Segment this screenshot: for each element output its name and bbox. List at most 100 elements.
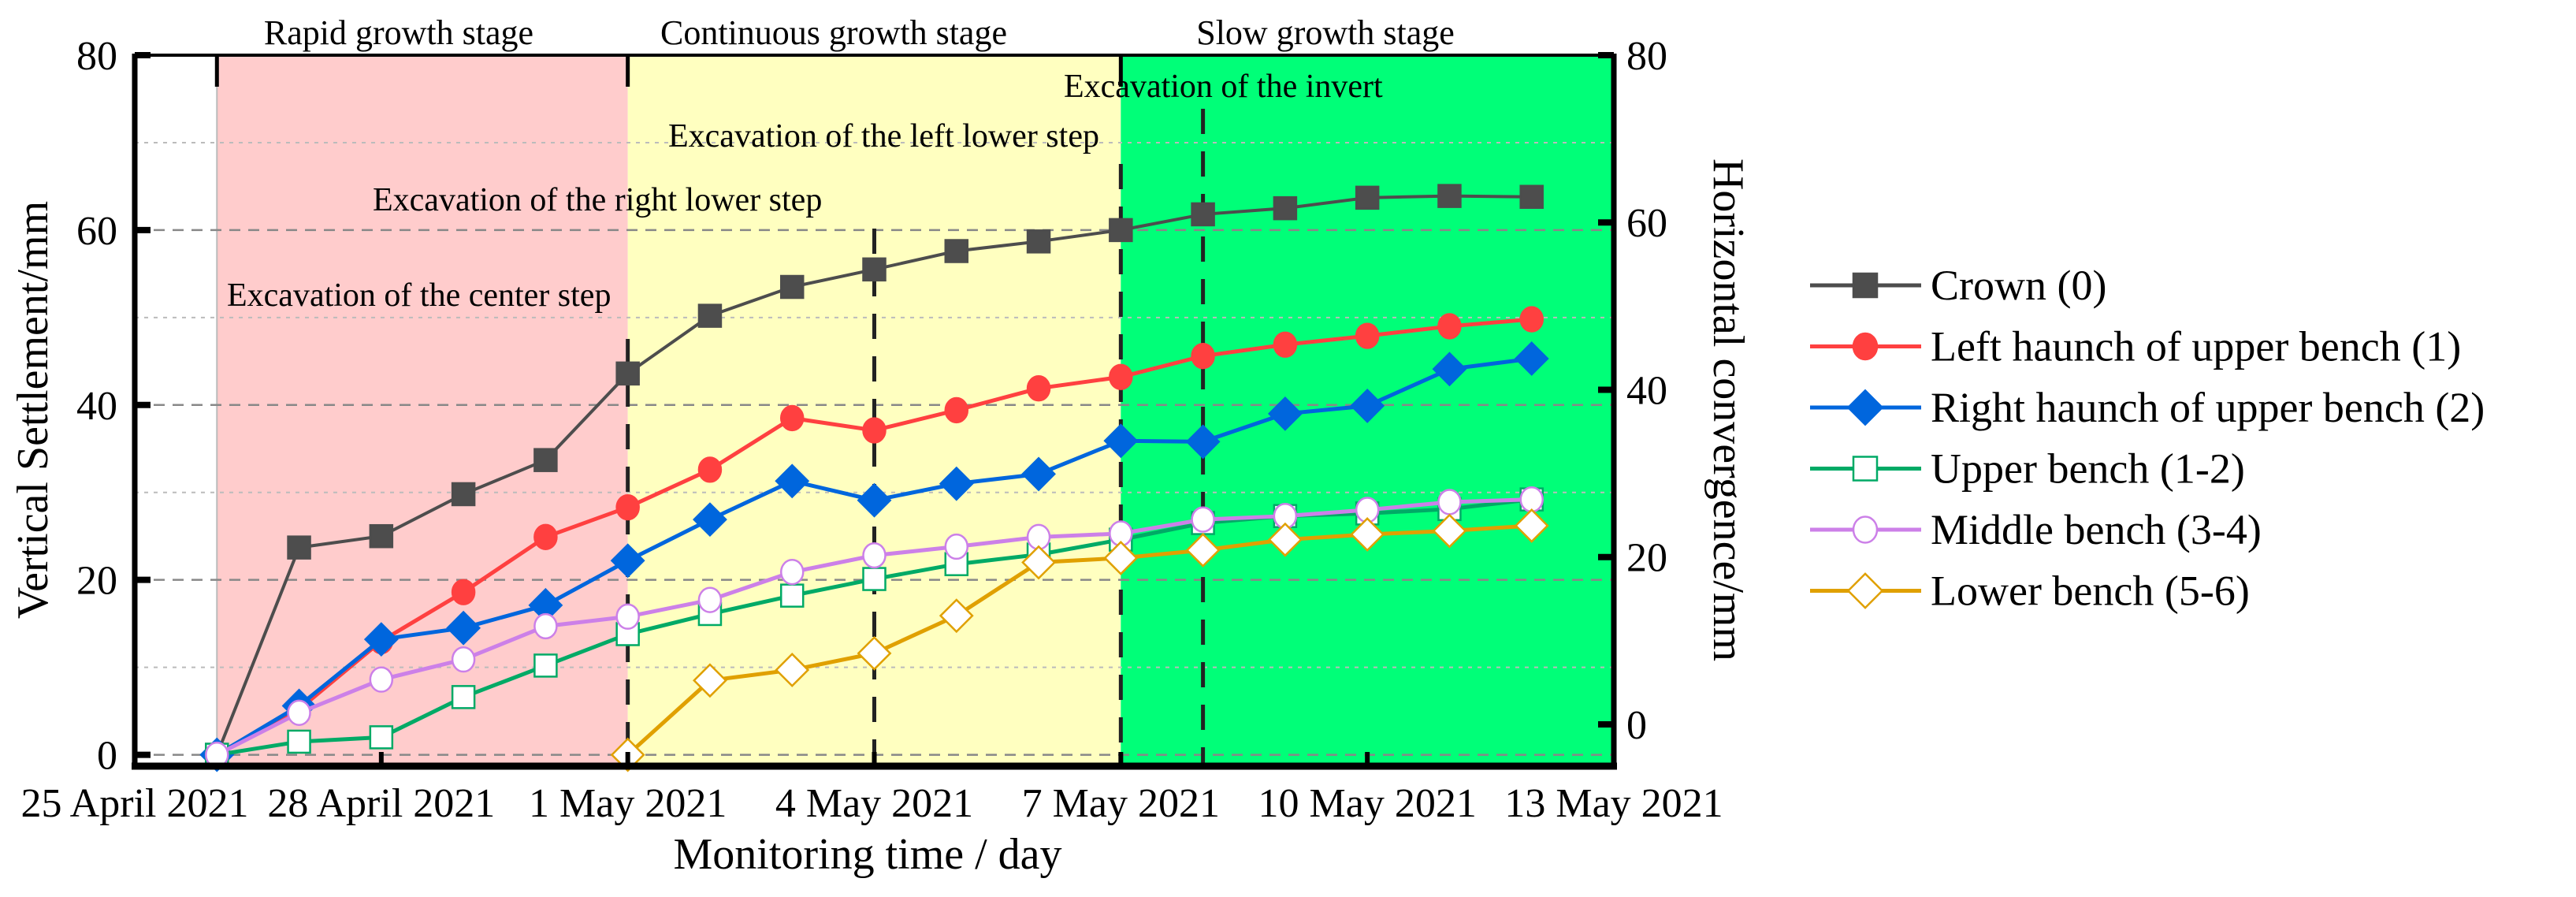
marker-diamond [1267,396,1303,431]
series-layer [199,184,1549,772]
marker-diamond [610,543,645,579]
series-0 [205,184,1544,767]
marker-diamond [775,463,810,499]
legend-label: Lower bench (5-6) [1931,568,2250,615]
marker-square [1355,185,1380,210]
marker-square [533,653,558,678]
marker-circle [615,603,640,630]
legend-item-2: Right haunch of upper bench (2) [1810,384,2485,431]
x-tick-label: 25 April 2021 [21,781,249,826]
y-tick-label: 40 [76,384,117,429]
x-tick-label: 4 May 2021 [775,781,973,826]
x-tick-label: 28 April 2021 [267,781,495,826]
marker-circle [697,586,723,613]
marker-square [1852,456,1879,482]
marker-circle [1191,343,1215,370]
marker-circle [862,417,887,444]
y-tick-label: 60 [76,209,117,254]
legend-label: Middle bench (3-4) [1931,506,2262,553]
legend-item-5: Lower bench (5-6) [1810,568,2250,615]
marker-circle [1273,331,1298,358]
marker-square [862,257,887,282]
annotation-invert: Excavation of the invert [1064,69,1383,105]
legend-label: Right haunch of upper bench (2) [1931,384,2485,431]
stage-label-rapid: Rapid growth stage [264,13,533,52]
y2-tick-label: 40 [1626,368,1667,413]
marker-square [287,729,311,754]
y-tick-label: 0 [97,734,117,779]
marker-diamond [1846,572,1884,609]
marker-diamond [1350,388,1385,423]
marker-diamond [1432,352,1467,387]
marker-square [1191,202,1215,227]
marker-diamond [857,482,892,518]
marker-circle [369,666,394,693]
annotation-center-step: Excavation of the center step [227,277,611,314]
marker-square [779,274,805,300]
marker-circle [1519,306,1544,333]
marker-square [369,725,394,750]
y2-tick-label: 80 [1626,34,1667,79]
marker-circle [1191,506,1215,533]
y2-axis-title: Horizontal convergence/mm [1704,158,1753,661]
series-2 [199,341,1549,772]
marker-diamond [939,466,974,501]
marker-circle [862,542,887,569]
marker-circle [533,612,558,640]
series-4 [205,486,1544,769]
marker-diamond [1021,456,1056,492]
marker-circle [697,456,723,483]
stage-label-continuous: Continuous growth stage [660,13,1007,52]
marker-circle [287,699,311,726]
marker-circle [1437,313,1462,340]
legend-item-4: Middle bench (3-4) [1810,506,2262,553]
marker-square [1026,229,1051,254]
marker-circle [1852,515,1879,544]
marker-circle [451,579,476,605]
marker-diamond [1432,513,1467,549]
legend-label: Upper bench (1-2) [1931,445,2245,493]
x-axis-title: Monitoring time / day [673,830,1061,879]
marker-square [287,535,311,560]
marker-circle [944,396,969,424]
marker-diamond [1103,423,1139,459]
marker-square [1109,218,1133,243]
legend-label: Left haunch of upper bench (1) [1931,323,2461,370]
marker-diamond [1350,517,1385,552]
marker-diamond [1514,508,1549,543]
y-tick-label: 80 [76,34,117,79]
marker-diamond [1185,533,1221,568]
y2-tick-label: 60 [1626,201,1667,246]
marker-diamond [1846,389,1884,426]
marker-diamond [1021,545,1056,580]
annotation-right-lower-step: Excavation of the right lower step [373,182,822,218]
marker-diamond [363,622,399,657]
marker-circle [1109,363,1133,390]
marker-diamond [446,610,481,646]
marker-square [1273,195,1298,221]
y2-tick-label: 0 [1626,703,1647,748]
marker-diamond [1185,424,1221,460]
y2-tick-label: 20 [1626,536,1667,581]
y-axis-title: Vertical Settlement/mm [9,201,58,619]
marker-diamond [1103,541,1139,575]
marker-diamond [857,635,892,671]
marker-square [1519,184,1544,209]
marker-square [1852,272,1879,299]
marker-square [533,448,558,472]
stage-region-0 [217,55,628,766]
marker-square [369,523,394,549]
legend-label: Crown (0) [1931,262,2106,309]
marker-circle [1355,322,1380,349]
marker-square [451,685,476,709]
marker-circle [779,559,805,586]
marker-square [451,482,476,507]
marker-circle [533,523,558,550]
marker-circle [451,646,476,673]
marker-square [779,583,805,608]
marker-circle [1026,375,1051,402]
marker-diamond [693,502,727,538]
y-tick-label: 20 [76,559,117,604]
marker-square [944,239,969,263]
